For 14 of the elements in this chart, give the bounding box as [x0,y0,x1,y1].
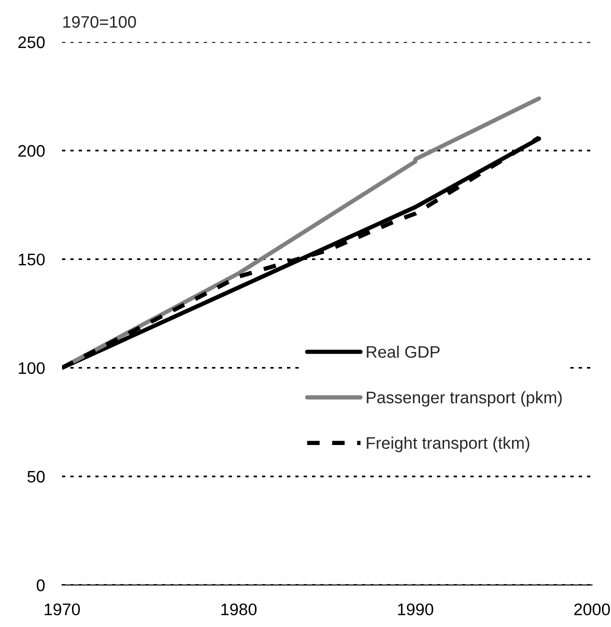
y-tick-label: 100 [18,362,45,374]
y-tick-label: 200 [18,145,45,157]
legend-label: Passenger transport (pkm) [366,391,562,407]
legend-label: Real GDP [366,346,440,358]
x-tick-label: 2000 [574,603,610,616]
y-axis-title: 1970=100 [63,16,136,28]
y-tick-label: 150 [18,254,45,266]
legend-label: Freight transport (tkm) [366,436,530,452]
y-tick-label: 0 [36,579,45,592]
x-tick-label: 1990 [398,603,434,616]
y-tick-label: 50 [27,470,45,483]
x-tick-label: 1980 [221,603,257,616]
y-tick-label: 250 [18,36,45,48]
x-tick-label: 1970 [44,603,80,616]
